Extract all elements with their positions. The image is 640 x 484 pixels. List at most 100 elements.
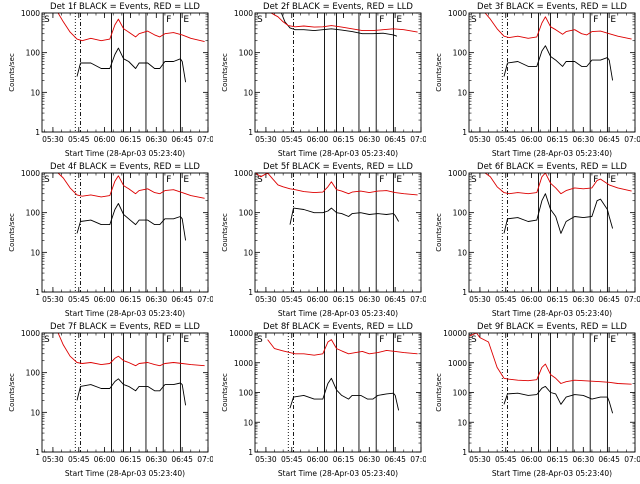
detector-chart: Det 8f BLACK = Events, RED = LLD Counts/s…: [221, 322, 432, 478]
y-tick-label: 1000: [21, 169, 40, 178]
plot-frame: [254, 12, 422, 133]
detector-panel: Det 8f BLACK = Events, RED = LLD Counts/s…: [213, 320, 432, 480]
y-axis-label: Counts/sec: [221, 53, 229, 92]
x-tick-label: 06:30: [358, 295, 380, 304]
x-axis-label: Start Time (28-Apr-03 05:23:40): [278, 469, 398, 478]
x-tick-label: 07:00: [624, 295, 640, 304]
series-line: [76, 203, 187, 241]
x-tick-label: 06:30: [145, 135, 167, 144]
y-tick-label: 1: [462, 288, 467, 297]
x-tick-label: 06:45: [384, 455, 406, 464]
x-axis-label: Start Time (28-Apr-03 05:23:40): [65, 309, 185, 318]
y-tick-label: 10: [30, 88, 40, 97]
x-tick-label: 05:30: [255, 455, 277, 464]
series-group: [484, 173, 632, 234]
chart-title: Det 3f BLACK = Events, RED = LLD: [477, 2, 627, 12]
y-tick-label: 1000: [448, 359, 467, 368]
flag-label: S: [44, 335, 50, 345]
plot-frame: [41, 12, 209, 133]
plot-frame: [254, 172, 422, 293]
y-tick-label: 100: [26, 369, 41, 378]
x-tick-label: 06:15: [120, 135, 142, 144]
y-axis-label: Counts/sec: [221, 373, 229, 412]
y-tick-label: 10: [457, 88, 467, 97]
y-tick-label: 1000: [21, 329, 40, 338]
x-tick-label: 05:30: [255, 295, 277, 304]
plot-frame: [254, 332, 422, 453]
x-tick-label: 06:00: [94, 135, 116, 144]
flag-label: S: [44, 175, 50, 185]
x-axis-label: Start Time (28-Apr-03 05:23:40): [492, 309, 612, 318]
flag-label: S: [257, 175, 263, 185]
x-tick-label: 06:00: [521, 455, 543, 464]
plot-frame: [41, 332, 209, 453]
x-tick-label: 06:00: [307, 455, 329, 464]
x-tick-label: 05:45: [281, 455, 303, 464]
x-tick-label: 06:30: [358, 455, 380, 464]
series-line: [76, 378, 187, 406]
x-tick-label: 05:45: [68, 455, 90, 464]
flag-label: F: [593, 175, 598, 185]
series-line: [289, 377, 400, 411]
detector-panel: Det 6f BLACK = Events, RED = LLD Counts/s…: [427, 160, 640, 320]
y-tick-label: 10: [243, 248, 253, 257]
x-tick-label: 06:00: [94, 295, 116, 304]
x-tick-label: 06:00: [521, 295, 543, 304]
y-axis-label: Counts/sec: [435, 213, 443, 252]
detector-chart: Det 3f BLACK = Events, RED = LLD Counts/s…: [435, 2, 640, 158]
flag-label: F: [379, 335, 384, 345]
x-tick-label: 05:30: [255, 135, 277, 144]
y-tick-label: 10000: [443, 329, 467, 338]
x-tick-label: 06:30: [358, 135, 380, 144]
x-axis-label: Start Time (28-Apr-03 05:23:40): [492, 149, 612, 158]
y-tick-label: 1: [462, 448, 467, 457]
x-tick-label: 05:45: [281, 135, 303, 144]
flag-label: E: [396, 335, 402, 345]
x-tick-label: 06:30: [572, 135, 594, 144]
series-group: [469, 333, 632, 414]
x-tick-label: 07:00: [197, 135, 213, 144]
chart-title: Det 2f BLACK = Events, RED = LLD: [263, 2, 413, 12]
flag-label: S: [257, 15, 263, 25]
plot-frame: [41, 172, 209, 293]
flag-label: F: [379, 15, 384, 25]
x-axis-label: Start Time (28-Apr-03 05:23:40): [492, 469, 612, 478]
flag-label: E: [610, 15, 616, 25]
x-tick-label: 06:45: [598, 135, 620, 144]
flag-label: F: [166, 15, 171, 25]
y-tick-label: 100: [453, 389, 468, 398]
x-tick-label: 07:00: [197, 455, 213, 464]
x-tick-label: 06:00: [94, 455, 116, 464]
x-tick-label: 07:00: [624, 455, 640, 464]
y-tick-label: 1000: [448, 9, 467, 18]
series-line: [503, 45, 614, 81]
series-line: [57, 333, 205, 367]
x-tick-label: 06:15: [547, 455, 569, 464]
flag-label: E: [610, 335, 616, 345]
chart-title: Det 4f BLACK = Events, RED = LLD: [50, 162, 200, 172]
y-axis-label: Counts/sec: [435, 53, 443, 92]
detector-chart: Det 9f BLACK = Events, RED = LLD Counts/s…: [435, 322, 640, 478]
x-axis-label: Start Time (28-Apr-03 05:23:40): [65, 469, 185, 478]
detector-panel: Det 7f BLACK = Events, RED = LLD Counts/s…: [0, 320, 219, 480]
x-tick-label: 06:45: [171, 295, 193, 304]
y-tick-label: 100: [453, 209, 468, 218]
flag-label: S: [471, 15, 477, 25]
y-tick-label: 1: [35, 448, 40, 457]
y-tick-label: 10: [457, 248, 467, 257]
flag-label: F: [166, 335, 171, 345]
y-tick-label: 100: [453, 49, 468, 58]
series-line: [469, 333, 632, 385]
y-axis-label: Counts/sec: [8, 213, 16, 252]
x-tick-label: 05:30: [42, 455, 64, 464]
chart-title: Det 6f BLACK = Events, RED = LLD: [477, 162, 627, 172]
x-tick-label: 06:15: [333, 295, 355, 304]
chart-title: Det 1f BLACK = Events, RED = LLD: [50, 2, 200, 12]
y-tick-label: 1: [35, 128, 40, 137]
y-tick-label: 1: [248, 448, 253, 457]
x-axis-label: Start Time (28-Apr-03 05:23:40): [65, 149, 185, 158]
detector-panel: Det 4f BLACK = Events, RED = LLD Counts/s…: [0, 160, 219, 320]
y-tick-label: 10: [243, 418, 253, 427]
y-tick-label: 10: [457, 418, 467, 427]
